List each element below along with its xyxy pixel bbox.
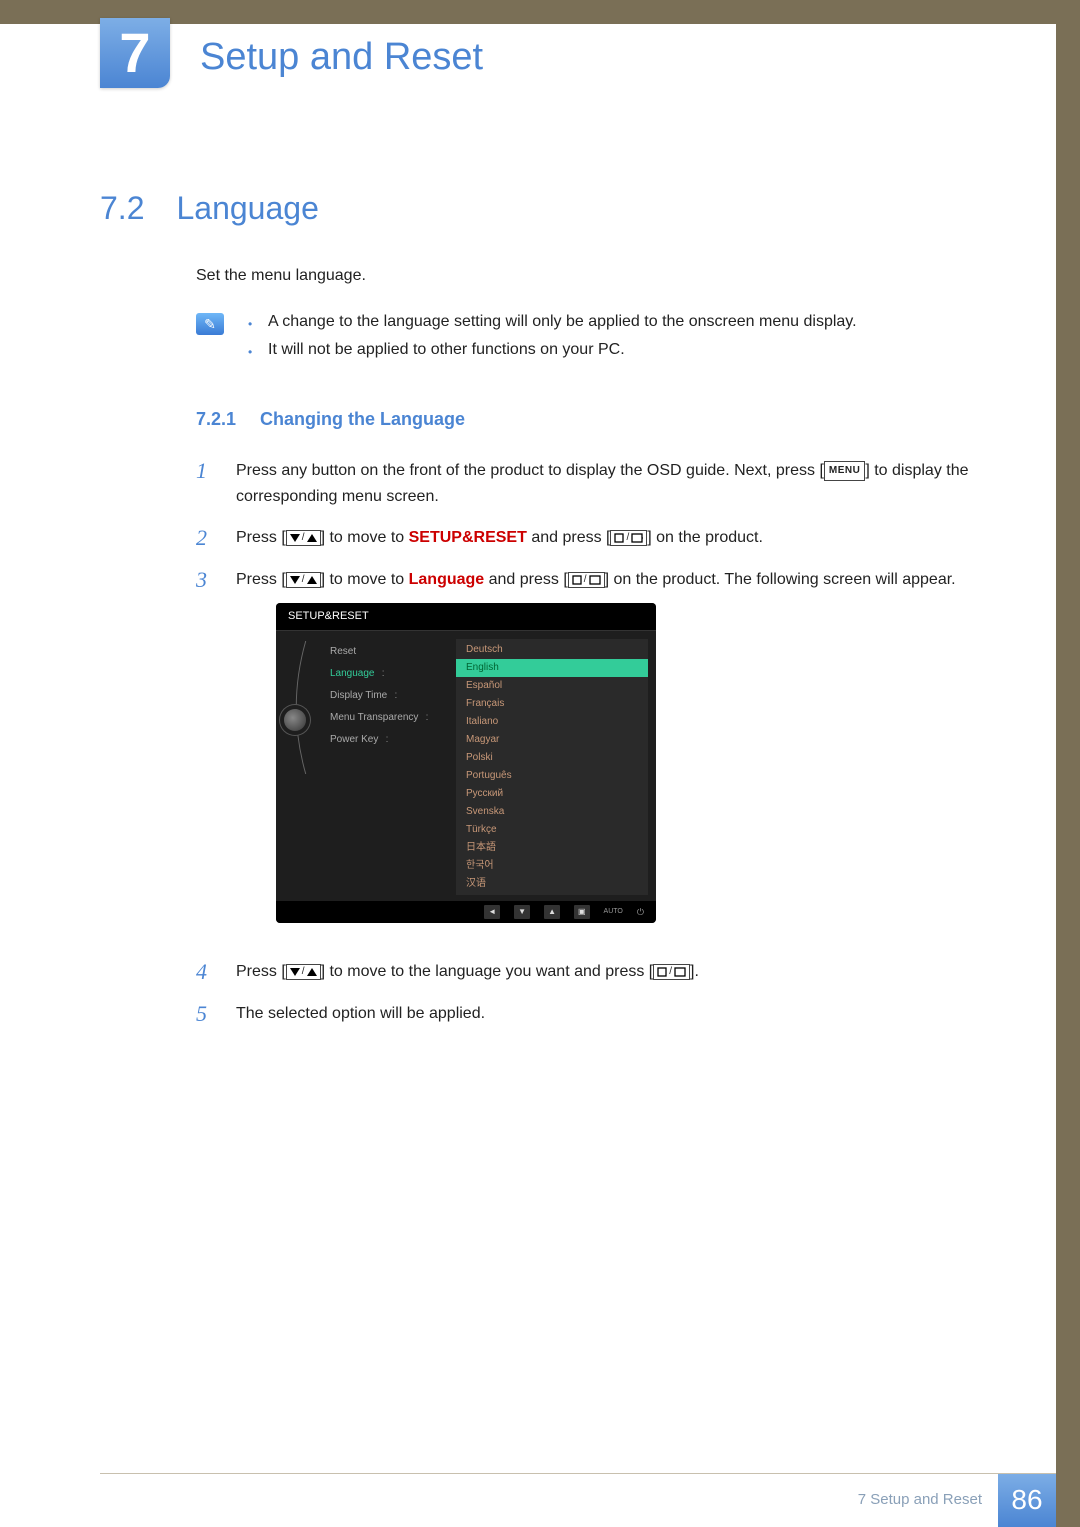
left-arrow-icon: ◄ xyxy=(484,905,500,920)
text-fragment: ] on the product. The following screen w… xyxy=(605,571,956,588)
text-fragment: ] to move to xyxy=(321,571,409,588)
highlight-text: Language xyxy=(409,571,485,588)
osd-menu-item: Power Key : xyxy=(330,729,456,751)
osd-right-options: DeutschEnglishEspañolFrançaisItalianoMag… xyxy=(456,639,648,895)
section-title: Language xyxy=(176,190,318,227)
power-icon: ⏻ xyxy=(637,905,644,919)
down-up-key-icon: / xyxy=(286,964,321,980)
step-1: 1 Press any button on the front of the p… xyxy=(196,458,980,509)
osd-menu-item: Menu Transparency : xyxy=(330,707,456,729)
osd-language-option: English xyxy=(456,659,648,677)
text-fragment: ] on the product. xyxy=(647,529,763,546)
down-up-key-icon: / xyxy=(286,530,321,546)
step-number: 4 xyxy=(196,959,214,985)
select-icon: ▣ xyxy=(574,905,590,920)
content-area: 7.2 Language Set the menu language. A ch… xyxy=(100,190,980,1043)
osd-toolbar: ◄ ▼ ▲ ▣ AUTO ⏻ xyxy=(276,901,656,924)
step-5: 5 The selected option will be applied. xyxy=(196,1001,980,1027)
text-fragment: and press [ xyxy=(484,571,568,588)
osd-language-option: Português xyxy=(456,767,648,785)
osd-language-option: Deutsch xyxy=(456,641,648,659)
osd-panel: SETUP&RESET ResetLanguage :Display Time … xyxy=(276,603,656,924)
note-item: A change to the language setting will on… xyxy=(248,313,857,331)
highlight-text: SETUP&RESET xyxy=(409,529,527,546)
section-heading: 7.2 Language xyxy=(100,190,980,227)
step-text: Press [/] to move to the language you wa… xyxy=(236,959,980,985)
text-fragment: and press [ xyxy=(527,529,611,546)
note-block: A change to the language setting will on… xyxy=(196,313,980,369)
subsection-heading: 7.2.1 Changing the Language xyxy=(196,409,980,430)
step-3: 3 Press [/] to move to Language and pres… xyxy=(196,567,980,943)
step-number: 3 xyxy=(196,567,214,593)
osd-language-option: Türkçe xyxy=(456,821,648,839)
osd-language-option: Italiano xyxy=(456,713,648,731)
subsection-number: 7.2.1 xyxy=(196,409,236,430)
enter-key-icon: / xyxy=(653,964,690,980)
down-arrow-icon: ▼ xyxy=(514,905,530,920)
osd-language-option: 日本語 xyxy=(456,839,648,857)
down-up-key-icon: / xyxy=(286,572,321,588)
osd-menu-item: Language : xyxy=(330,663,456,685)
osd-language-option: Español xyxy=(456,677,648,695)
note-icon xyxy=(196,313,224,335)
enter-key-icon: / xyxy=(568,572,605,588)
text-fragment: Press any button on the front of the pro… xyxy=(236,462,824,479)
step-4: 4 Press [/] to move to the language you … xyxy=(196,959,980,985)
osd-language-option: 汉语 xyxy=(456,875,648,893)
footer-divider xyxy=(100,1473,1056,1474)
steps-list: 1 Press any button on the front of the p… xyxy=(196,458,980,1027)
step-text: Press [/] to move to SETUP&RESET and pre… xyxy=(236,525,980,551)
osd-language-option: Polski xyxy=(456,749,648,767)
text-fragment: Press [ xyxy=(236,963,286,980)
osd-title: SETUP&RESET xyxy=(276,603,656,632)
osd-language-option: 한국어 xyxy=(456,857,648,875)
text-fragment: Press [ xyxy=(236,529,286,546)
step-number: 1 xyxy=(196,458,214,484)
note-list: A change to the language setting will on… xyxy=(248,313,857,369)
footer: 7 Setup and Reset 86 xyxy=(0,1473,1056,1527)
text-fragment: Press [ xyxy=(236,571,286,588)
text-fragment: ] to move to xyxy=(321,529,409,546)
chapter-title: Setup and Reset xyxy=(200,36,483,79)
step-number: 5 xyxy=(196,1001,214,1027)
step-2: 2 Press [/] to move to SETUP&RESET and p… xyxy=(196,525,980,551)
step-text: Press [/] to move to Language and press … xyxy=(236,567,980,943)
text-fragment: ]. xyxy=(690,963,699,980)
osd-menu-item: Display Time : xyxy=(330,685,456,707)
osd-body: ResetLanguage :Display Time :Menu Transp… xyxy=(276,631,656,923)
subsection-title: Changing the Language xyxy=(260,409,465,430)
auto-label: AUTO xyxy=(604,906,623,917)
footer-chapter-label: 7 Setup and Reset xyxy=(858,1473,998,1527)
enter-key-icon: / xyxy=(610,530,647,546)
step-text: Press any button on the front of the pro… xyxy=(236,458,980,509)
page-number-badge: 86 xyxy=(998,1473,1056,1527)
section-number: 7.2 xyxy=(100,190,144,227)
note-item: It will not be applied to other function… xyxy=(248,341,857,359)
step-text: The selected option will be applied. xyxy=(236,1001,980,1027)
right-bar xyxy=(1056,0,1080,1527)
menu-button-icon: MENU xyxy=(824,461,865,481)
chapter-number-badge: 7 xyxy=(100,18,170,88)
osd-language-option: Svenska xyxy=(456,803,648,821)
intro-text: Set the menu language. xyxy=(196,267,980,285)
up-arrow-icon: ▲ xyxy=(544,905,560,920)
step-number: 2 xyxy=(196,525,214,551)
osd-language-option: Français xyxy=(456,695,648,713)
osd-language-option: Magyar xyxy=(456,731,648,749)
osd-language-option: Русский xyxy=(456,785,648,803)
osd-curve-decoration xyxy=(282,641,320,774)
osd-screenshot: SETUP&RESET ResetLanguage :Display Time … xyxy=(276,603,980,924)
osd-menu-item: Reset xyxy=(330,641,456,663)
text-fragment: ] to move to the language you want and p… xyxy=(321,963,654,980)
